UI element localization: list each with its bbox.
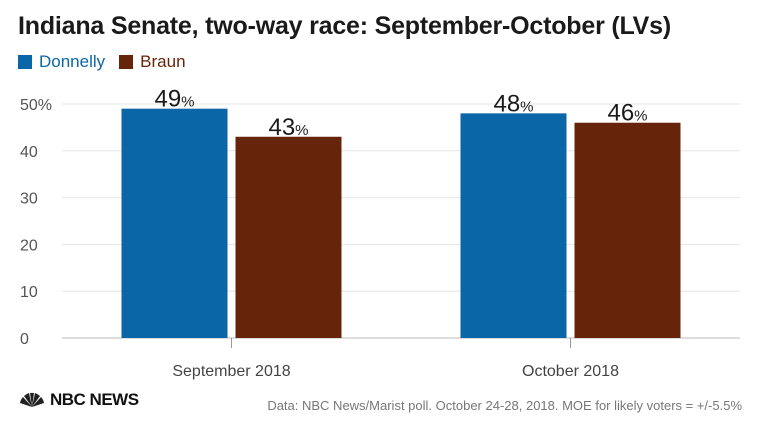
- bar-braun-0: [235, 136, 342, 338]
- y-tick-label: 0: [20, 331, 29, 348]
- legend-label-donnelly: Donnelly: [39, 52, 106, 71]
- legend-swatch-braun: [119, 55, 134, 69]
- legend: Donnelly Braun: [18, 52, 200, 72]
- data-label: 48%: [493, 90, 533, 117]
- legend-item-braun: Braun: [119, 52, 186, 72]
- source-note: Data: NBC News/Marist poll. October 24-2…: [267, 398, 742, 413]
- bar-braun-1: [574, 122, 681, 338]
- y-tick-label: 30: [20, 191, 38, 208]
- y-tick-label: 20: [20, 237, 38, 254]
- logo-text: NBC NEWS: [50, 390, 139, 409]
- x-tick-label: September 2018: [172, 363, 290, 380]
- y-tick-label: 50%: [20, 97, 52, 114]
- bar-donnelly-1: [460, 113, 567, 338]
- bar-donnelly-0: [121, 108, 228, 339]
- data-label: 49%: [154, 86, 194, 113]
- x-tick-label: October 2018: [522, 363, 619, 380]
- legend-label-braun: Braun: [140, 52, 186, 71]
- data-label: 46%: [607, 100, 647, 127]
- legend-item-donnelly: Donnelly: [18, 52, 105, 72]
- legend-swatch-donnelly: [18, 55, 32, 69]
- y-tick-label: 10: [20, 284, 38, 301]
- data-label: 43%: [268, 114, 308, 141]
- chart-title: Indiana Senate, two-way race: September-…: [18, 12, 671, 40]
- nbc-news-logo: NBC NEWS: [18, 390, 139, 410]
- y-tick-label: 40: [20, 144, 38, 161]
- peacock-icon: [20, 392, 44, 407]
